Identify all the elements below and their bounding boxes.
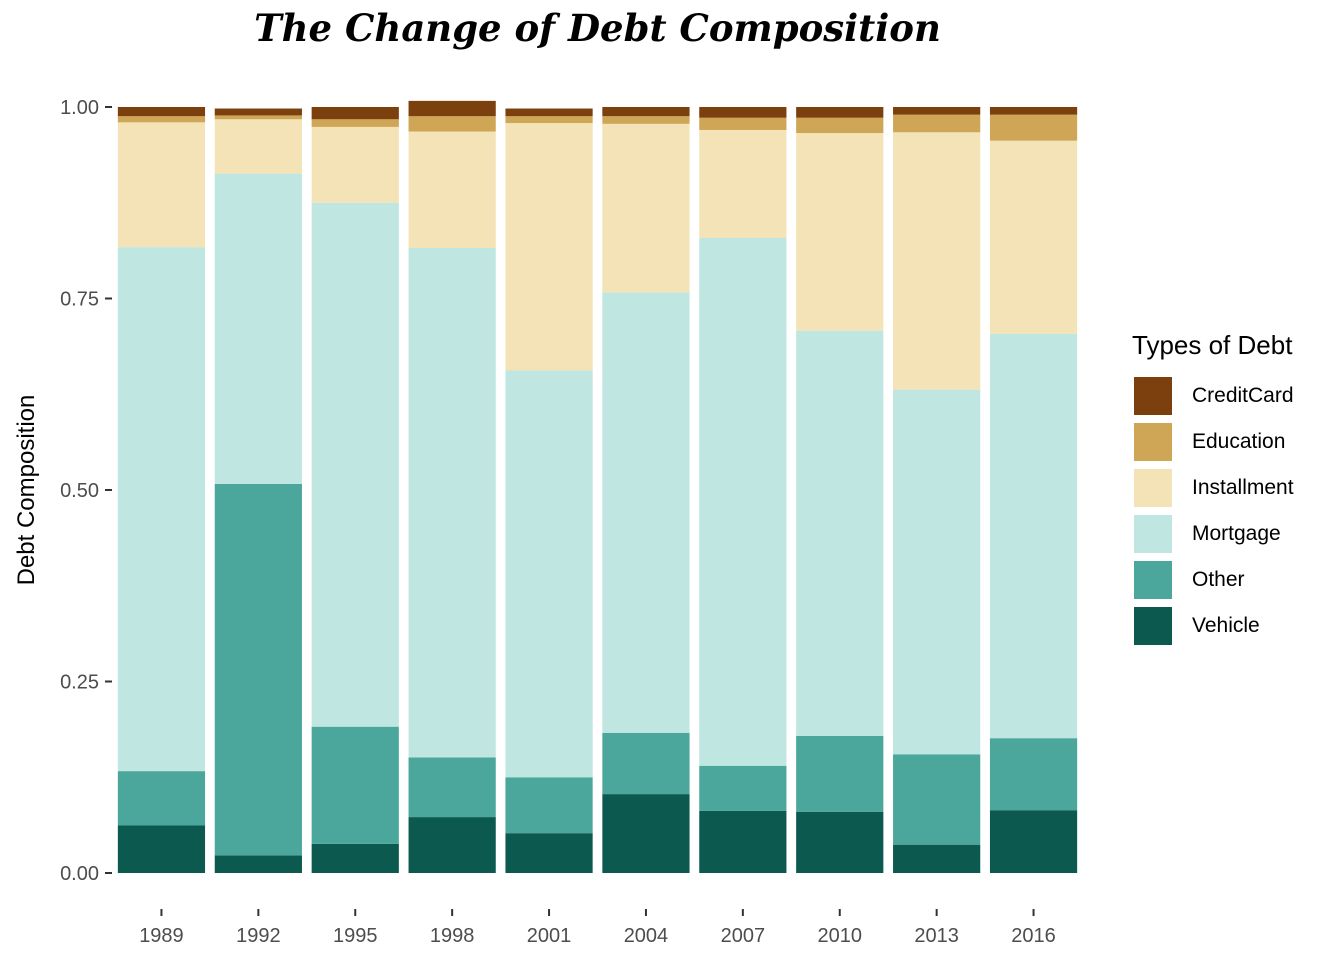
bar-segment-vehicle-1998: [408, 817, 496, 873]
bar-segment-creditcard-1992: [214, 108, 302, 116]
bar-segment-education-2010: [796, 117, 884, 134]
legend-swatch: [1132, 513, 1174, 555]
bar-segment-education-1998: [408, 116, 496, 132]
bar-segment-vehicle-2007: [699, 810, 787, 873]
legend-label: Other: [1192, 568, 1245, 591]
bar-segment-other-1995: [311, 726, 399, 844]
bar-segment-installment-2007: [699, 129, 787, 238]
bar-segment-other-2001: [505, 777, 593, 834]
bar-segment-creditcard-2004: [602, 107, 690, 117]
bar-segment-other-2010: [796, 735, 884, 812]
bar-segment-other-2016: [989, 738, 1078, 811]
legend-label: Vehicle: [1192, 614, 1260, 637]
legend-label: Education: [1192, 430, 1286, 453]
y-tick-label: 0.00: [60, 863, 99, 885]
bar-segment-education-2001: [505, 116, 593, 124]
x-tick-label: 1998: [430, 925, 475, 947]
x-tick-label: 2001: [527, 925, 572, 947]
bar-segment-other-1992: [214, 483, 302, 856]
legend-label: Mortgage: [1192, 522, 1281, 545]
bar-segment-creditcard-2016: [989, 107, 1078, 115]
bar-segment-mortgage-1995: [311, 202, 399, 727]
chart-title: The Change of Debt Composition: [254, 6, 941, 50]
bar-segment-education-2007: [699, 117, 787, 130]
bar-segment-vehicle-2004: [602, 794, 690, 873]
legend-swatch: [1132, 375, 1174, 417]
bar-segment-education-1992: [214, 115, 302, 120]
bar-segment-mortgage-1992: [214, 173, 302, 484]
x-tick-label: 2007: [721, 925, 766, 947]
y-tick-label: 1.00: [60, 97, 99, 119]
x-tick-label: 1995: [333, 925, 378, 947]
bar-segment-education-1989: [117, 116, 206, 123]
bar-segment-other-2004: [602, 732, 690, 795]
x-tick-label: 2013: [914, 925, 959, 947]
legend-swatch: [1132, 605, 1174, 647]
bar-segment-mortgage-1989: [117, 247, 206, 772]
bar-segment-installment-1992: [214, 119, 302, 174]
bar-segment-other-2007: [699, 765, 787, 811]
legend-item-mortgage: Mortgage: [1132, 511, 1294, 557]
legend-item-vehicle: Vehicle: [1132, 603, 1294, 649]
legend-item-creditcard: CreditCard: [1132, 373, 1294, 419]
legend-item-education: Education: [1132, 419, 1294, 465]
bar-segment-vehicle-2010: [796, 811, 884, 873]
legend: Types of Debt CreditCard Education Install…: [1132, 330, 1294, 649]
x-tick-label: 1989: [139, 925, 184, 947]
bar-segment-installment-2013: [893, 132, 981, 390]
bar-segment-mortgage-2004: [602, 292, 690, 733]
bar-segment-vehicle-2016: [989, 810, 1078, 873]
legend-items: CreditCard Education Installment Mortgage Ot…: [1132, 373, 1294, 649]
bar-segment-education-2004: [602, 116, 690, 124]
legend-swatch: [1132, 467, 1174, 509]
bar-segment-other-2013: [893, 754, 981, 845]
y-tick-label: 0.75: [60, 289, 99, 311]
bar-segment-mortgage-2007: [699, 237, 787, 766]
bar-segment-installment-1995: [311, 126, 399, 203]
bar-segment-installment-2004: [602, 123, 690, 293]
legend-label: CreditCard: [1192, 384, 1294, 407]
x-tick-label: 2016: [1011, 925, 1056, 947]
bar-segment-creditcard-2013: [893, 107, 981, 115]
bar-segment-mortgage-2010: [796, 330, 884, 736]
legend-item-other: Other: [1132, 557, 1294, 603]
bar-segment-vehicle-1992: [214, 855, 302, 873]
bar-segment-creditcard-2010: [796, 107, 884, 118]
bar-segment-creditcard-2007: [699, 107, 787, 118]
bar-segment-installment-2010: [796, 133, 884, 331]
legend-label: Installment: [1192, 476, 1294, 499]
bar-segment-installment-2001: [505, 123, 593, 371]
bar-segment-vehicle-2001: [505, 833, 593, 873]
bar-segment-creditcard-2001: [505, 108, 593, 117]
x-tick-label: 1992: [236, 925, 281, 947]
bar-segment-mortgage-2016: [989, 333, 1078, 739]
legend-title: Types of Debt: [1132, 330, 1293, 360]
legend-swatch: [1132, 559, 1174, 601]
bar-segment-mortgage-2001: [505, 370, 593, 778]
legend-item-installment: Installment: [1132, 465, 1294, 511]
bar-segment-mortgage-1998: [408, 247, 496, 758]
bar-segment-installment-1989: [117, 122, 206, 248]
bar-segment-education-2016: [989, 114, 1078, 141]
x-tick-label: 2010: [818, 925, 863, 947]
bar-segment-vehicle-1989: [117, 825, 206, 873]
x-tick-label: 2004: [624, 925, 669, 947]
bar-segment-education-2013: [893, 114, 981, 133]
bar-segment-creditcard-1995: [311, 107, 399, 120]
bar-segment-other-1989: [117, 771, 206, 826]
legend-swatch: [1132, 421, 1174, 463]
bar-segment-vehicle-2013: [893, 844, 981, 873]
bar-segment-vehicle-1995: [311, 843, 399, 873]
y-tick-label: 0.50: [60, 480, 99, 502]
bar-segment-creditcard-1998: [408, 100, 496, 117]
bar-segment-installment-2016: [989, 140, 1078, 334]
bar-segment-other-1998: [408, 757, 496, 818]
y-tick-label: 0.25: [60, 672, 99, 694]
bar-segment-mortgage-2013: [893, 389, 981, 755]
bar-segment-installment-1998: [408, 131, 496, 248]
bar-segment-creditcard-1989: [117, 107, 206, 117]
bar-segment-education-1995: [311, 119, 399, 127]
